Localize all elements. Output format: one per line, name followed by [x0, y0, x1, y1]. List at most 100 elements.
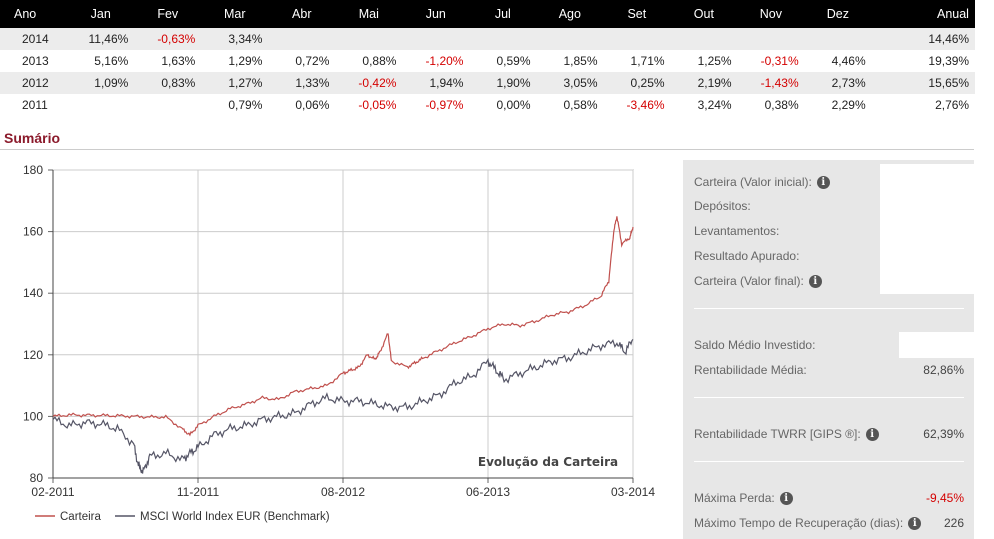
stat-value: 62,39%: [923, 427, 964, 441]
month-cell: 1,94%: [429, 76, 464, 90]
month-cell: 1,85%: [563, 54, 598, 68]
y-tick-label: 120: [23, 348, 43, 362]
month-cell: 3,34%: [228, 32, 263, 46]
initial-values-box: [880, 164, 974, 294]
year-cell: 2012: [22, 76, 49, 90]
year-cell: 2013: [22, 54, 49, 68]
annual-cell: 15,65%: [928, 76, 970, 90]
chart-title: Evolução da Carteira: [478, 455, 618, 469]
monthly-returns-table: Ano Jan Fev Mar Abr Mai Jun Jul Ago Set Out Nov Dez A…: [0, 0, 975, 116]
column-header: Jun: [425, 7, 446, 21]
stat-label: Resultado Apurado:: [694, 249, 800, 263]
month-cell: -1,20%: [425, 54, 464, 68]
info-icon[interactable]: i: [779, 491, 793, 505]
table-body: 2014 11,46% -0,63% 3,34% 14,46% 2013 5,16% 1,63…: [0, 28, 975, 116]
month-cell: 0,79%: [228, 98, 263, 112]
legend-label: Carteira: [60, 511, 102, 523]
table-row: 2014 11,46% -0,63% 3,34% 14,46%: [0, 28, 975, 50]
month-cell: 5,16%: [94, 54, 129, 68]
panel-divider: [694, 397, 964, 398]
y-tick-label: 140: [23, 286, 43, 300]
info-icon[interactable]: i: [816, 175, 830, 189]
stat-depositos: Depósitos:: [694, 198, 964, 214]
chart-x-ticks: 02-2011 11-2011 08-2012 06-2013 03-2014: [31, 485, 655, 499]
column-header: Jan: [90, 7, 111, 21]
column-header: Anual: [936, 7, 969, 21]
month-cell: 0,58%: [563, 98, 598, 112]
stat-twrr: Rentabilidade TWRR [GIPS ®]: i 62,39%: [694, 426, 964, 442]
chart-y-ticks: 80 100 120 140 160 180: [23, 163, 43, 485]
chart-grid: [48, 169, 634, 483]
stat-rent-media: Rentabilidade Média: 82,86%: [694, 362, 964, 378]
month-cell: 1,90%: [496, 76, 531, 90]
stat-label: Saldo Médio Investido:: [694, 338, 816, 352]
column-header: Set: [627, 7, 647, 21]
series-line-carteira: [52, 216, 634, 437]
year-cell: 2014: [22, 32, 49, 46]
column-header: Nov: [759, 7, 782, 21]
column-header: Ano: [14, 7, 37, 21]
chart-series: [52, 216, 634, 474]
stat-resultado: Resultado Apurado:: [694, 248, 964, 264]
month-cell: -1,43%: [760, 76, 799, 90]
month-cell: 3,24%: [697, 98, 732, 112]
chart-legend: Carteira MSCI World Index EUR (Benchmark): [35, 511, 330, 523]
year-cell: 2011: [22, 98, 48, 112]
month-cell: 3,05%: [563, 76, 598, 90]
month-cell: -0,42%: [358, 76, 397, 90]
legend-label: MSCI World Index EUR (Benchmark): [140, 511, 330, 523]
month-cell: 4,46%: [831, 54, 866, 68]
y-tick-label: 180: [23, 163, 43, 177]
stat-label: Máximo Tempo de Recuperação (dias):: [694, 516, 904, 530]
month-cell: -0,05%: [358, 98, 397, 112]
month-cell: 2,29%: [831, 98, 866, 112]
stats-panel: Carteira (Valor inicial): i Depósitos: Le…: [683, 160, 974, 539]
month-cell: 0,72%: [295, 54, 330, 68]
column-header: Mar: [223, 7, 246, 21]
stat-max-perda: Máxima Perda: i -9,45%: [694, 490, 964, 506]
column-header: Abr: [292, 7, 312, 21]
column-header: Mai: [358, 7, 379, 21]
column-header: Jul: [494, 7, 511, 21]
month-cell: 0,38%: [764, 98, 799, 112]
table-row: 2011 0,79% 0,06% -0,05% -0,97% 0,00% 0,58% -3,4…: [0, 94, 975, 116]
table-row: 2013 5,16% 1,63% 1,29% 0,72% 0,88% -1,20% 0,59%…: [0, 50, 975, 72]
month-cell: 2,73%: [831, 76, 866, 90]
x-tick-label: 02-2011: [31, 485, 74, 499]
stat-label: Levantamentos:: [694, 224, 780, 238]
stat-levantamentos: Levantamentos:: [694, 223, 964, 239]
panel-divider: [694, 308, 964, 309]
annual-cell: 2,76%: [935, 98, 970, 112]
annual-cell: 19,39%: [928, 54, 970, 68]
y-tick-label: 160: [23, 225, 43, 239]
month-cell: 1,63%: [161, 54, 196, 68]
stat-label: Rentabilidade TWRR [GIPS ®]:: [694, 427, 861, 441]
month-cell: 2,19%: [697, 76, 732, 90]
info-icon[interactable]: i: [865, 427, 879, 441]
month-cell: 1,29%: [228, 54, 263, 68]
x-tick-label: 11-2011: [177, 485, 220, 499]
table-header-row: Ano Jan Fev Mar Abr Mai Jun Jul Ago Set Out Nov Dez A…: [0, 0, 975, 28]
month-cell: 1,71%: [630, 54, 665, 68]
info-icon[interactable]: i: [808, 274, 822, 288]
month-cell: 0,59%: [496, 54, 531, 68]
info-icon[interactable]: i: [908, 516, 922, 530]
month-cell: 0,83%: [161, 76, 196, 90]
month-cell: 0,88%: [362, 54, 397, 68]
stat-carteira-inicial: Carteira (Valor inicial): i: [694, 174, 964, 190]
stat-value: 226: [943, 516, 964, 530]
month-cell: 0,00%: [496, 98, 531, 112]
avg-balance-box: [899, 332, 974, 358]
month-cell: 0,06%: [295, 98, 330, 112]
summary-divider: [0, 149, 974, 150]
column-header: Fev: [157, 7, 179, 21]
table-row: 2012 1,09% 0,83% 1,27% 1,33% -0,42% 1,94% 1,90%…: [0, 72, 975, 94]
series-line-benchmark: [52, 338, 634, 474]
stat-label: Máxima Perda:: [694, 491, 775, 505]
month-cell: -0,97%: [425, 98, 464, 112]
month-cell: 11,46%: [88, 32, 129, 46]
column-header: Ago: [558, 7, 581, 21]
stat-label: Rentabilidade Média:: [694, 363, 807, 377]
stat-max-tempo: Máximo Tempo de Recuperação (dias): i 226: [694, 515, 964, 531]
month-cell: 0,25%: [630, 76, 665, 90]
